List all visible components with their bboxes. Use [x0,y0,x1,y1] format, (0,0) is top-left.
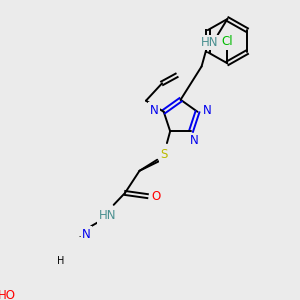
Text: HO: HO [0,289,16,300]
Text: Cl: Cl [222,35,233,48]
Text: H: H [57,256,64,266]
Text: N: N [203,104,212,117]
Text: S: S [160,148,167,161]
Text: HN: HN [98,209,116,222]
Text: HN: HN [201,36,218,49]
Text: N: N [150,104,158,117]
Text: N: N [190,134,199,147]
Text: N: N [82,228,91,241]
Text: O: O [151,190,160,202]
